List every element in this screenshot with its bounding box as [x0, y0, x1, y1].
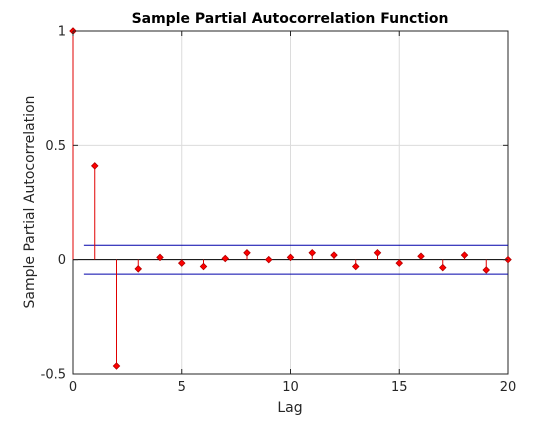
confidence-bounds: [83, 244, 508, 275]
y-tick-label: 0.5: [45, 139, 66, 154]
x-tick-label: 5: [178, 380, 186, 395]
stem-marker: [112, 362, 121, 370]
y-tick-label: -0.5: [41, 368, 66, 383]
stem-marker: [156, 253, 164, 262]
stem-marker: [134, 265, 143, 273]
stem-marker: [460, 251, 469, 259]
chart-title: Sample Partial Autocorrelation Function: [132, 11, 449, 27]
x-tick-label: 20: [500, 380, 517, 395]
axis-ticks: 0 5 10 15 20-0.500.51: [41, 25, 517, 396]
stem-marker: [417, 252, 425, 261]
stem-marker: [351, 262, 360, 271]
stem-marker: [177, 259, 186, 267]
stem-marker: [90, 162, 99, 170]
x-tick-label: 10: [282, 380, 299, 395]
stem-marker: [264, 255, 273, 264]
y-axis-label: Sample Partial Autocorrelation: [22, 95, 38, 308]
stem-marker: [395, 259, 404, 267]
stem-marker: [221, 254, 230, 263]
stem-marker: [199, 262, 208, 271]
y-tick-label: 1: [58, 25, 66, 40]
stem-marker: [482, 266, 491, 274]
stem-marker: [330, 251, 338, 259]
stem-marker: [308, 249, 317, 257]
stem-marker: [373, 249, 382, 257]
stem-marker: [243, 249, 251, 257]
x-axis-label: Lag: [277, 400, 302, 416]
stem-marker: [438, 263, 447, 272]
x-tick-label: 0: [69, 380, 77, 395]
x-tick-label: 15: [391, 380, 408, 395]
stem-marker: [286, 253, 295, 262]
y-tick-label: 0: [58, 253, 66, 268]
